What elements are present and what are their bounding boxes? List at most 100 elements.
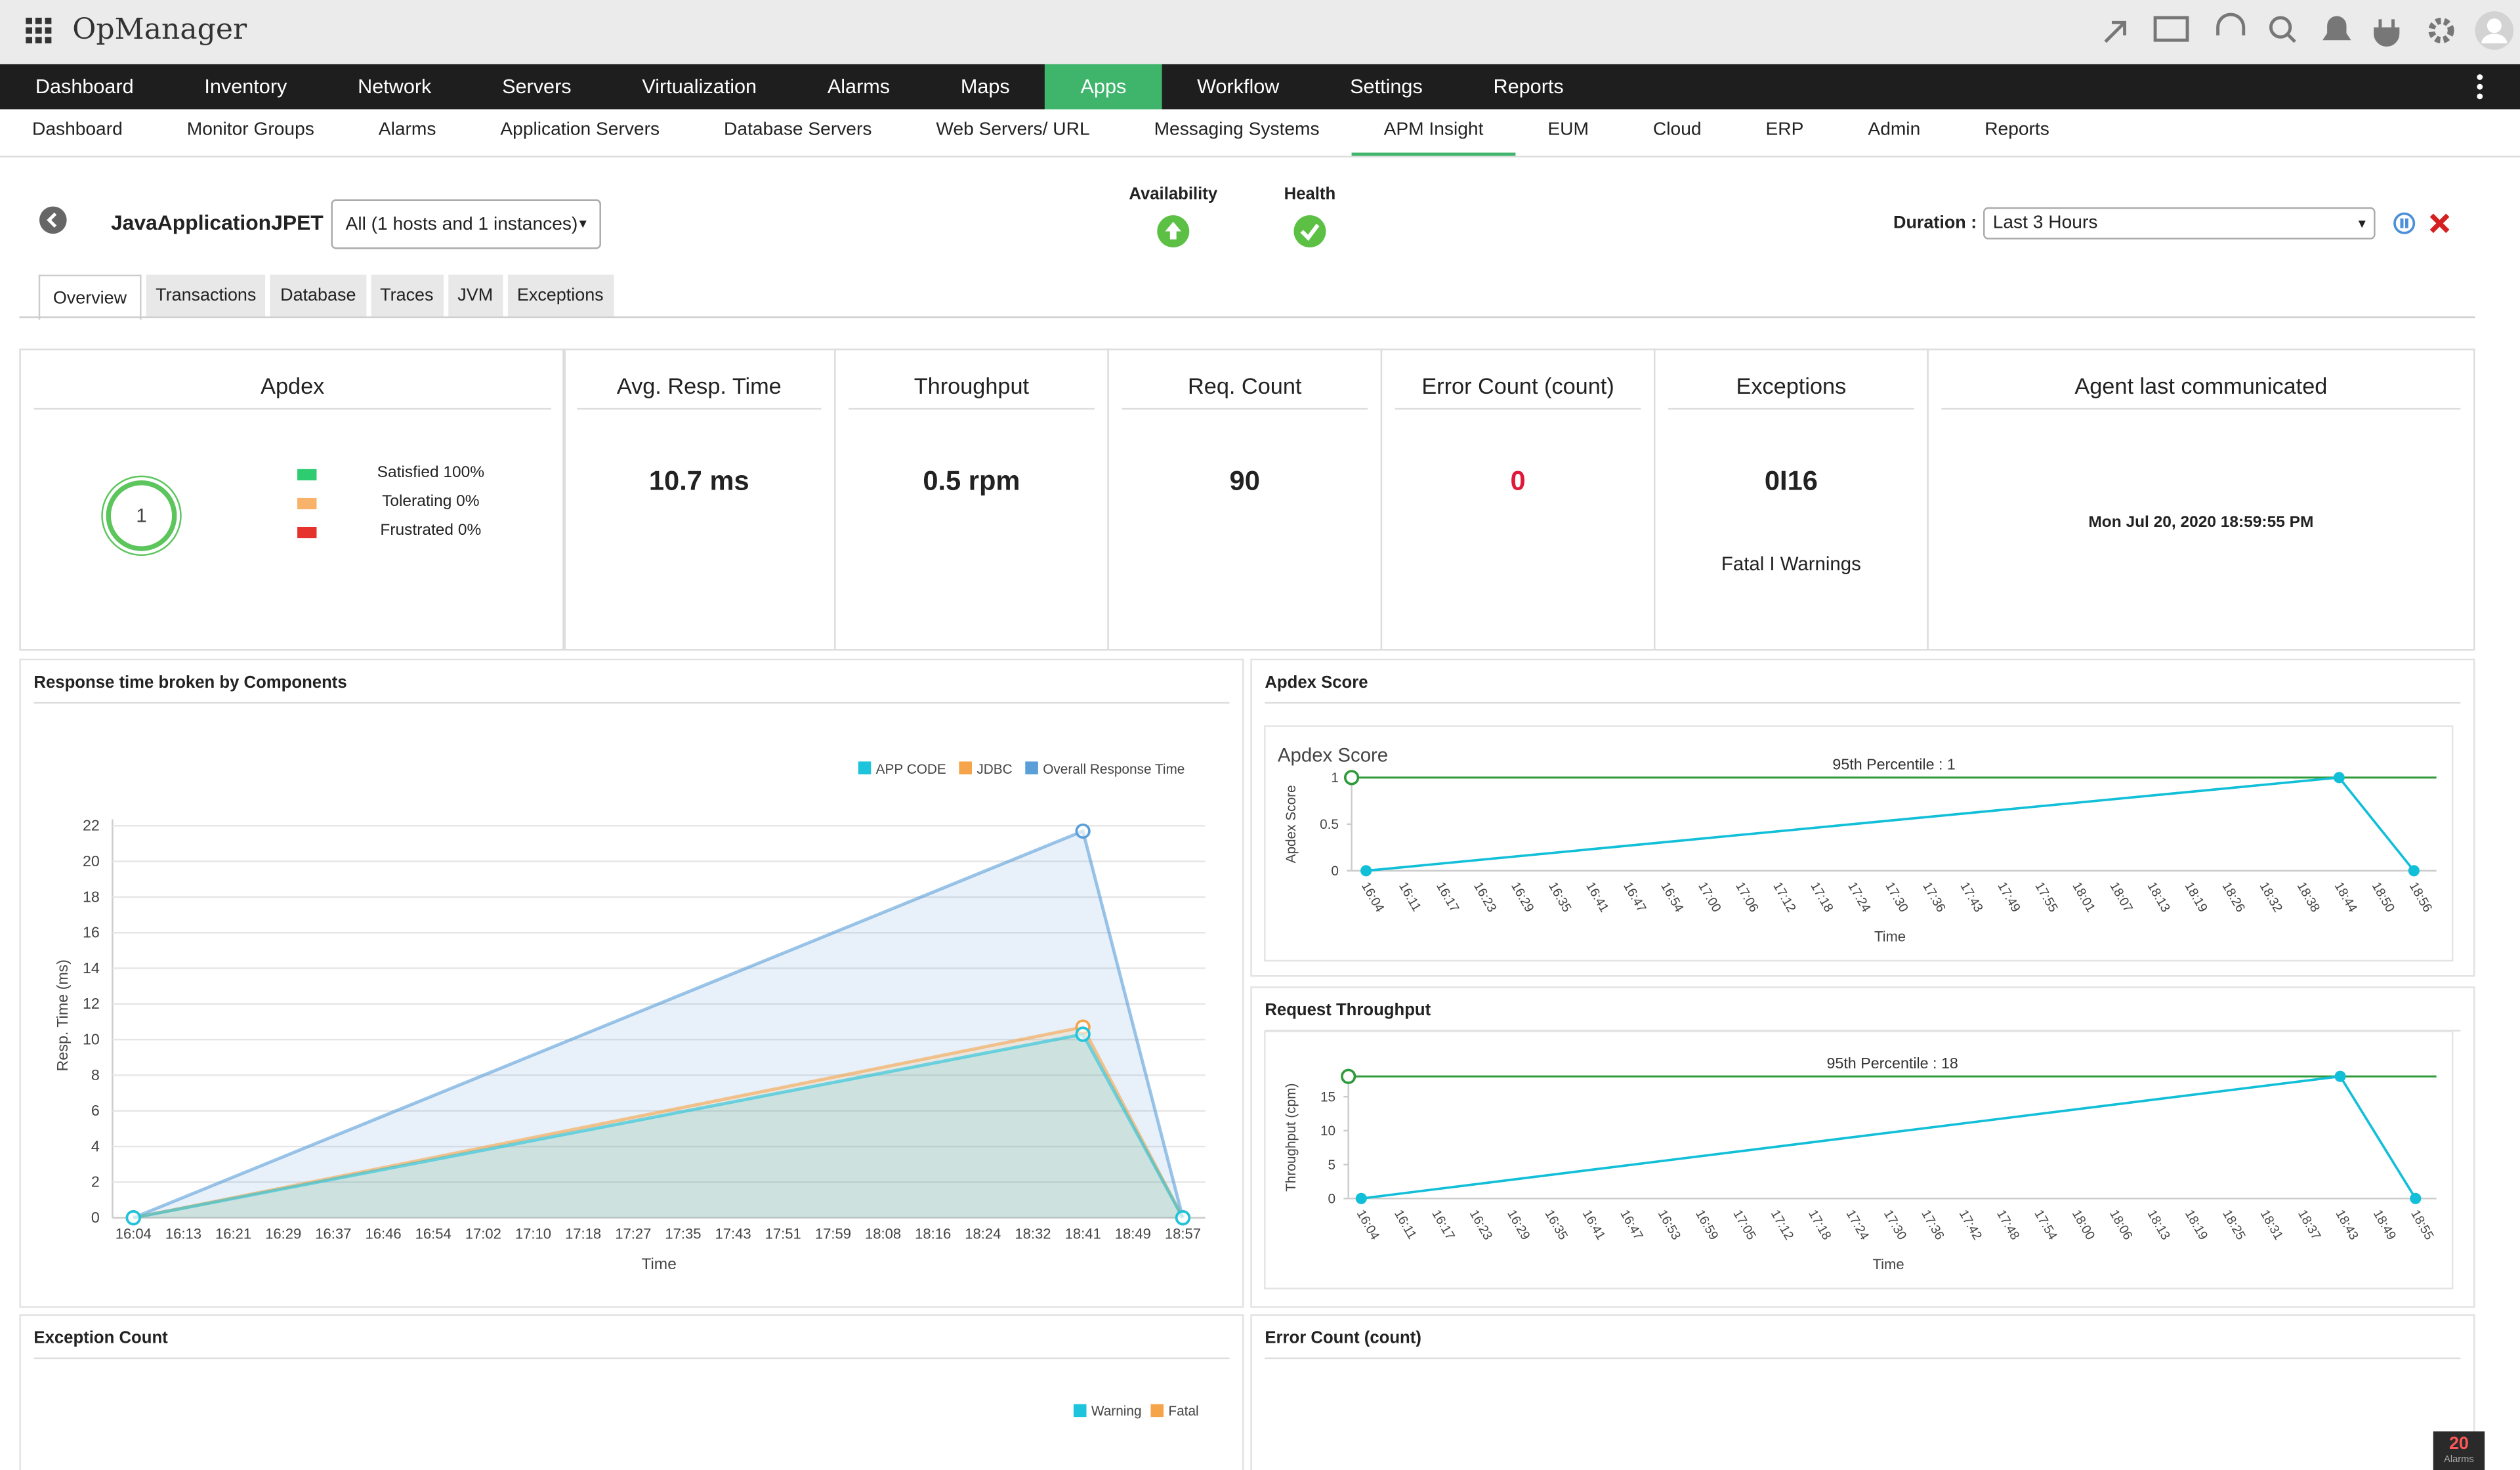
x-tick-label: 17:18: [565, 1225, 601, 1242]
main-nav-item[interactable]: Reports: [1493, 75, 1564, 98]
legend-swatch: [297, 469, 317, 480]
main-nav-item[interactable]: Apps: [1045, 64, 1162, 110]
tab[interactable]: Traces: [370, 274, 444, 317]
legend-label: Fatal: [1168, 1404, 1198, 1419]
duration-select[interactable]: Last 3 Hours ▾: [1983, 207, 2376, 240]
y-tick-label: 0: [1331, 864, 1339, 879]
y-tick-label: 18: [83, 888, 100, 905]
instance-select-value: All (1 hosts and 1 instances): [345, 214, 578, 234]
sub-nav-item[interactable]: Web Servers/ URL: [936, 120, 1090, 140]
card-title: Agent last communicated: [1941, 373, 2461, 410]
x-tick-label: 18:32: [1015, 1225, 1051, 1242]
x-tick-label: 17:59: [815, 1225, 851, 1242]
x-tick-label: 18:08: [865, 1225, 901, 1242]
tab[interactable]: Overview: [38, 274, 142, 320]
y-tick-label: 14: [83, 959, 100, 976]
search-icon[interactable]: [2269, 16, 2292, 39]
y-axis-label: Throughput (cpm): [1284, 1083, 1299, 1192]
x-tick-label: 17:54: [2031, 1208, 2060, 1243]
x-tick-label: 16:37: [315, 1225, 351, 1242]
close-button[interactable]: [2429, 213, 2450, 234]
x-tick-label: 18:38: [2294, 879, 2323, 915]
x-tick-label: 17:06: [1732, 879, 1761, 915]
main-nav-item[interactable]: Network: [358, 75, 432, 98]
bell-icon[interactable]: [2322, 16, 2351, 41]
y-tick-label: 15: [1320, 1090, 1335, 1105]
x-tick-label: 16:46: [365, 1225, 401, 1242]
screen-icon[interactable]: [2153, 16, 2189, 42]
sub-nav-item[interactable]: EUM: [1547, 120, 1589, 140]
sub-nav-item[interactable]: Application Servers: [500, 120, 660, 140]
x-tick-label: 18:31: [2258, 1208, 2286, 1242]
back-button[interactable]: [39, 205, 68, 234]
card-value: 0.5 rpm: [923, 465, 1020, 497]
y-tick-label: 12: [83, 995, 100, 1012]
x-tick-label: 17:48: [1994, 1208, 2023, 1243]
sub-nav-item[interactable]: Cloud: [1652, 120, 1702, 140]
launch-icon[interactable]: [2104, 20, 2127, 43]
sub-nav-item[interactable]: Dashboard: [32, 120, 123, 140]
support-icon[interactable]: [2216, 12, 2246, 35]
legend-swatch: [1150, 1404, 1164, 1418]
tab[interactable]: Exceptions: [507, 274, 614, 317]
apps-grid-icon[interactable]: [26, 17, 53, 45]
x-tick-label: 18:32: [2257, 879, 2286, 914]
plug-icon[interactable]: [2374, 19, 2400, 47]
legend-label: Overall Response Time: [1043, 762, 1185, 777]
x-tick-label: 17:55: [2032, 879, 2061, 915]
availability-icon: [1157, 215, 1190, 248]
more-menu[interactable]: [2472, 71, 2488, 103]
main-nav-item[interactable]: Virtualization: [642, 75, 757, 98]
card-title: Throughput: [849, 373, 1095, 410]
sub-nav-item[interactable]: Reports: [1984, 120, 2049, 140]
sub-nav-item[interactable]: Messaging Systems: [1154, 120, 1320, 140]
main-nav-item[interactable]: Servers: [502, 75, 572, 98]
sub-nav-item[interactable]: Monitor Groups: [186, 120, 314, 140]
legend-swatch: [959, 761, 973, 774]
main-nav-item[interactable]: Settings: [1350, 75, 1423, 98]
tab[interactable]: Database: [270, 274, 366, 317]
main-nav-item[interactable]: Maps: [960, 75, 1010, 98]
x-tick-label: 17:27: [615, 1225, 651, 1242]
tab[interactable]: JVM: [448, 274, 503, 317]
area-fill: [133, 1027, 1183, 1218]
health-icon: [1293, 215, 1326, 248]
main-nav-item[interactable]: Alarms: [827, 75, 891, 98]
x-tick-label: 18:50: [2369, 879, 2398, 915]
main-nav-item[interactable]: Inventory: [204, 75, 287, 98]
x-tick-label: 16:11: [1396, 879, 1424, 914]
data-point: [2408, 865, 2420, 877]
tab[interactable]: Transactions: [146, 274, 266, 317]
panel: Apdex Score: [1250, 658, 2475, 977]
y-tick-label: 5: [1328, 1158, 1336, 1173]
alarm-badge[interactable]: 20 Alarms: [2433, 1431, 2485, 1470]
sub-nav-item[interactable]: ERP: [1765, 120, 1804, 140]
sub-nav-item[interactable]: APM Insight: [1351, 109, 1516, 156]
sub-nav-item[interactable]: Alarms: [378, 120, 436, 140]
x-tick-label: 16:54: [415, 1225, 452, 1242]
data-point: [125, 1210, 141, 1226]
settings-icon[interactable]: [2428, 17, 2454, 44]
availability-label: Availability: [1129, 184, 1218, 204]
main-nav-item[interactable]: Dashboard: [35, 75, 134, 98]
main-nav-item[interactable]: Workflow: [1197, 75, 1280, 98]
x-tick-label: 16:41: [1580, 1208, 1608, 1242]
chart-frame: [1264, 725, 2454, 962]
x-tick-label: 16:13: [165, 1225, 201, 1242]
instance-select[interactable]: All (1 hosts and 1 instances) ▾: [331, 199, 601, 249]
main-nav: Dashboard Inventory Network Servers Virtuali…: [0, 64, 2520, 110]
x-tick-label: 16:53: [1655, 1208, 1684, 1243]
sub-nav-item[interactable]: Admin: [1868, 120, 1921, 140]
card-value: 10.7 ms: [648, 465, 749, 497]
chart-title: Apdex Score: [1278, 744, 1388, 766]
pause-button[interactable]: [2393, 212, 2416, 234]
duration-select-value: Last 3 Hours: [1992, 213, 2098, 233]
panel-title: Error Count (count): [1265, 1329, 2461, 1360]
chart-frame: [1264, 1030, 2454, 1290]
sub-nav-item[interactable]: Database Servers: [723, 120, 872, 140]
card-title: Avg. Resp. Time: [577, 373, 822, 410]
panel-title: Apdex Score: [1265, 673, 2461, 704]
x-tick-label: 18:06: [2107, 1208, 2135, 1243]
panel: Error Count (count): [1250, 1314, 2475, 1470]
x-tick-label: 16:54: [1658, 879, 1687, 915]
